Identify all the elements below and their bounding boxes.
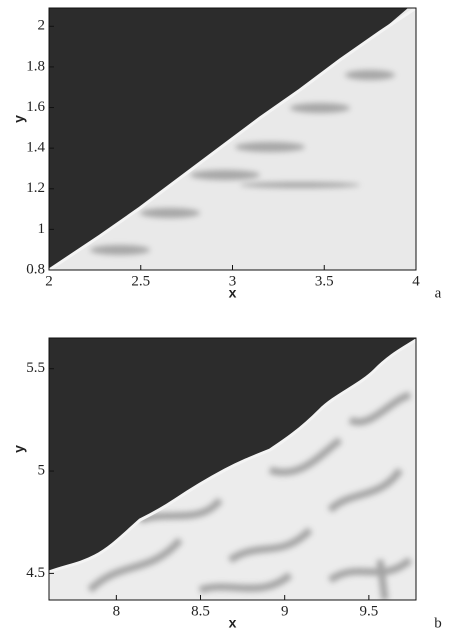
y-tick-label: 1.4 — [26, 140, 45, 156]
x-axis-label: x — [229, 615, 237, 630]
y-tick-label: 2 — [38, 18, 46, 34]
y-tick-label: 5 — [38, 462, 46, 478]
y-tick-label: 1.2 — [26, 180, 45, 196]
y-tick-label: 5.5 — [26, 360, 45, 376]
x-tick-label: 9 — [281, 603, 289, 619]
y-tick-label: 0.8 — [26, 261, 45, 277]
x-tick-label: 4 — [412, 273, 420, 289]
x-tick-label: 3.5 — [315, 273, 334, 289]
y-tick-label: 1 — [38, 221, 46, 237]
y-tick-label: 1.6 — [26, 99, 45, 115]
y-axis-label: y — [11, 115, 27, 123]
x-tick-label: 8 — [113, 603, 121, 619]
x-axis-label: x — [229, 285, 237, 301]
x-tick-label: 8.5 — [191, 603, 210, 619]
field-image — [49, 8, 416, 270]
y-tick-label: 1.8 — [26, 58, 45, 74]
field-image — [49, 338, 416, 600]
plot-frame — [48, 337, 417, 601]
x-tick-label: 2.5 — [131, 273, 150, 289]
x-tick-label: 9.5 — [359, 603, 378, 619]
y-axis-label: y — [11, 445, 27, 453]
x-tick-label: 3 — [229, 273, 237, 289]
panel-label: b — [434, 615, 442, 630]
y-tick-label: 4.5 — [26, 565, 45, 581]
panel-label: a — [435, 285, 442, 301]
x-tick-label: 2 — [45, 273, 53, 289]
